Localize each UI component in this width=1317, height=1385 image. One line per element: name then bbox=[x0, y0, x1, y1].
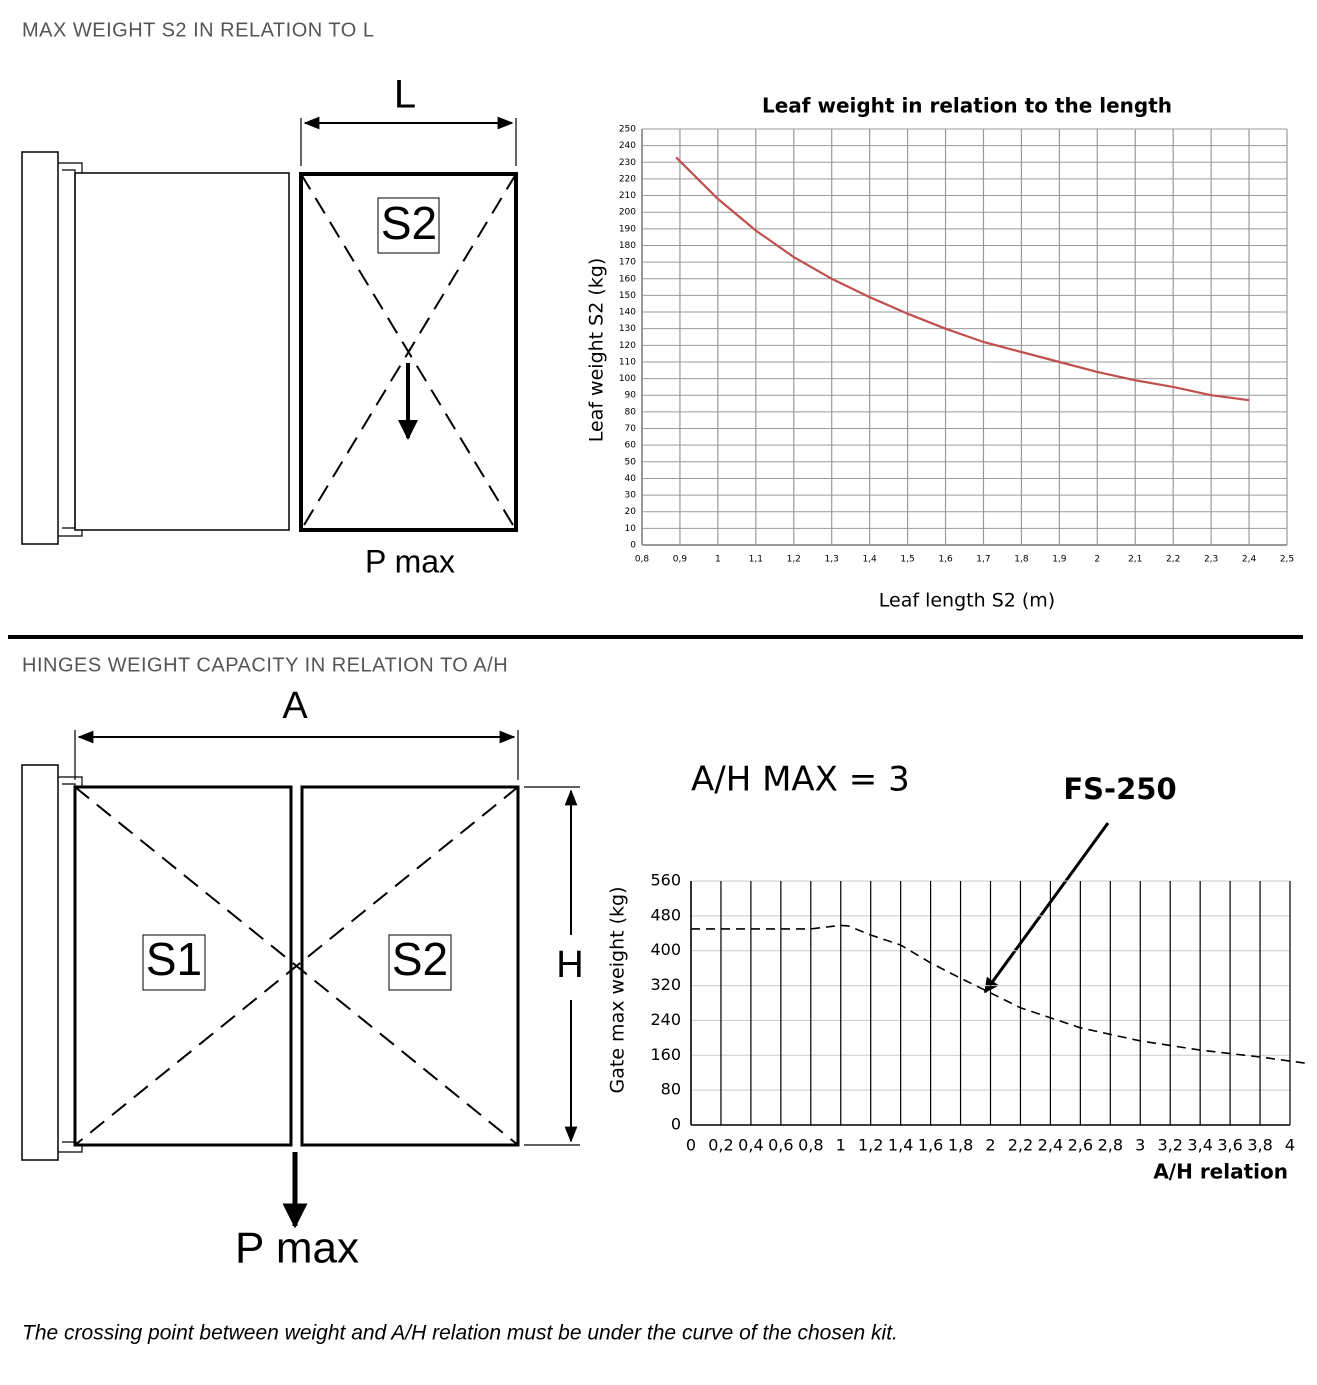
x-tick-label: 0,9 bbox=[673, 555, 688, 565]
y-tick-label: 120 bbox=[619, 341, 636, 351]
x-tick-label: 2 bbox=[985, 1136, 995, 1155]
x-tick-label: 2,2 bbox=[1008, 1136, 1033, 1155]
x-tick-label: 3,8 bbox=[1247, 1136, 1272, 1155]
y-tick-label: 0 bbox=[671, 1115, 681, 1134]
dimension-label: A bbox=[282, 685, 308, 727]
y-tick-label: 80 bbox=[661, 1080, 681, 1099]
y-tick-label: 50 bbox=[625, 457, 637, 467]
x-tick-label: 1,1 bbox=[749, 555, 763, 565]
x-tick-label: 1,2 bbox=[858, 1136, 883, 1155]
y-tick-label: 190 bbox=[619, 224, 636, 234]
x-tick-label: 1,6 bbox=[938, 555, 953, 565]
section-title: HINGES WEIGHT CAPACITY IN RELATION TO A/… bbox=[22, 654, 508, 676]
x-tick-label: 1 bbox=[715, 555, 721, 565]
diagram-1 bbox=[21, 116, 518, 545]
x-tick-label: 0 bbox=[686, 1136, 696, 1155]
x-tick-label: 3 bbox=[1135, 1136, 1145, 1155]
y-tick-label: 10 bbox=[625, 524, 637, 534]
dimension-label: H bbox=[556, 944, 583, 986]
annotation-arrow bbox=[983, 822, 1110, 994]
y-tick-label: 320 bbox=[650, 975, 681, 994]
dimension-label: L bbox=[394, 73, 416, 117]
leaf-label: S1 bbox=[146, 933, 202, 985]
x-axis-label: Leaf length S2 (m) bbox=[879, 590, 1055, 612]
annotation: FS-250 bbox=[1063, 772, 1176, 806]
x-tick-label: 2,1 bbox=[1128, 555, 1142, 565]
leaf-label: S2 bbox=[381, 197, 437, 249]
y-tick-label: 200 bbox=[619, 208, 636, 218]
diagram-2 bbox=[21, 730, 580, 1229]
load-label: P max bbox=[365, 543, 455, 579]
section-title: MAX WEIGHT S2 IN RELATION TO L bbox=[22, 19, 374, 41]
y-tick-label: 560 bbox=[650, 871, 681, 890]
x-tick-label: 1,8 bbox=[948, 1136, 973, 1155]
y-tick-label: 400 bbox=[650, 940, 681, 959]
y-tick-label: 20 bbox=[625, 507, 637, 517]
y-tick-label: 250 bbox=[619, 125, 636, 135]
y-tick-label: 30 bbox=[625, 491, 637, 501]
x-tick-label: 2,2 bbox=[1166, 555, 1180, 565]
y-tick-label: 230 bbox=[619, 158, 636, 168]
x-tick-label: 1,2 bbox=[787, 555, 801, 565]
x-tick-label: 1,4 bbox=[888, 1136, 913, 1155]
x-tick-label: 0,8 bbox=[798, 1136, 823, 1155]
y-tick-label: 210 bbox=[619, 191, 636, 201]
y-tick-label: 0 bbox=[630, 541, 636, 551]
x-tick-label: 1,6 bbox=[918, 1136, 943, 1155]
y-tick-label: 90 bbox=[625, 391, 637, 401]
x-tick-label: 0,6 bbox=[768, 1136, 793, 1155]
data-line bbox=[691, 924, 1306, 1064]
y-tick-label: 170 bbox=[619, 258, 636, 268]
y-axis-label: Gate max weight (kg) bbox=[607, 887, 629, 1094]
y-tick-label: 80 bbox=[625, 407, 637, 417]
x-tick-label: 2 bbox=[1094, 555, 1100, 565]
x-tick-label: 2,6 bbox=[1068, 1136, 1093, 1155]
x-tick-label: 2,8 bbox=[1098, 1136, 1123, 1155]
y-tick-label: 60 bbox=[625, 441, 637, 451]
y-tick-label: 140 bbox=[619, 308, 636, 318]
y-tick-label: 40 bbox=[625, 474, 637, 484]
x-tick-label: 1,8 bbox=[1014, 555, 1029, 565]
y-tick-label: 480 bbox=[650, 905, 681, 924]
chart-title: Leaf weight in relation to the length bbox=[762, 94, 1172, 118]
x-tick-label: 2,4 bbox=[1242, 555, 1257, 565]
x-tick-label: 1,3 bbox=[825, 555, 839, 565]
x-tick-label: 0,8 bbox=[635, 555, 650, 565]
x-tick-label: 3,4 bbox=[1187, 1136, 1212, 1155]
x-tick-label: 1,5 bbox=[900, 555, 914, 565]
y-tick-label: 100 bbox=[619, 374, 636, 384]
y-tick-label: 160 bbox=[650, 1045, 681, 1064]
y-tick-label: 150 bbox=[619, 291, 636, 301]
x-tick-label: 1,7 bbox=[976, 555, 990, 565]
x-tick-label: 1,9 bbox=[1052, 555, 1067, 565]
y-tick-label: 220 bbox=[619, 174, 636, 184]
x-tick-label: 3,2 bbox=[1157, 1136, 1182, 1155]
footnote: The crossing point between weight and A/… bbox=[22, 1322, 898, 1345]
y-tick-label: 160 bbox=[619, 274, 636, 284]
x-tick-label: 0,4 bbox=[738, 1136, 763, 1155]
y-tick-label: 240 bbox=[650, 1010, 681, 1029]
leaf-label: S2 bbox=[392, 933, 448, 985]
y-axis-label: Leaf weight S2 (kg) bbox=[586, 258, 608, 443]
x-tick-label: 2,3 bbox=[1204, 555, 1218, 565]
y-tick-label: 180 bbox=[619, 241, 636, 251]
x-tick-label: 1,4 bbox=[862, 555, 877, 565]
x-tick-label: 1 bbox=[836, 1136, 846, 1155]
x-tick-label: 3,6 bbox=[1217, 1136, 1242, 1155]
load-label: P max bbox=[235, 1224, 359, 1273]
annotation: A/H MAX = 3 bbox=[691, 760, 910, 800]
data-line bbox=[675, 156, 1250, 402]
y-tick-label: 240 bbox=[619, 141, 636, 151]
y-tick-label: 110 bbox=[619, 357, 636, 367]
x-tick-label: 4 bbox=[1285, 1136, 1295, 1155]
x-tick-label: 2,4 bbox=[1038, 1136, 1063, 1155]
y-tick-label: 130 bbox=[619, 324, 636, 334]
y-tick-label: 70 bbox=[625, 424, 637, 434]
x-tick-label: 0,2 bbox=[708, 1136, 733, 1155]
x-tick-label: 2,5 bbox=[1280, 555, 1294, 565]
x-axis-label: A/H relation bbox=[1153, 1160, 1288, 1184]
